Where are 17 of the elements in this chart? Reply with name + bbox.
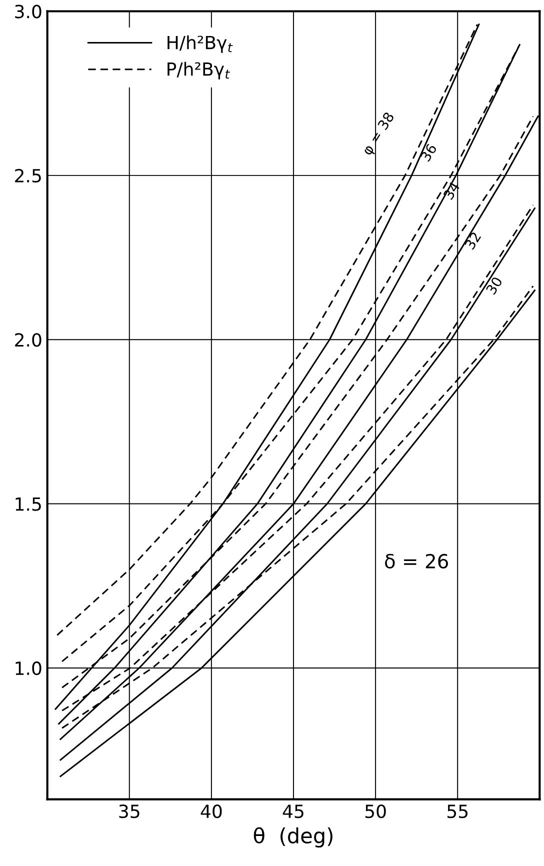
annotation: 32 [464, 232, 482, 250]
x-axis-title: θ (deg) [254, 827, 332, 848]
annotation: 36 [420, 143, 438, 162]
x-tick-label: 50 [365, 804, 386, 818]
y-tick-label: 1.0 [16, 661, 42, 676]
legend-label: P/h²Bγ$_{t}$ [168, 62, 230, 80]
y-tick-label: 2.0 [15, 333, 42, 347]
y-tick-label: 2.5 [15, 168, 41, 183]
y-tick-label: 1.5 [16, 497, 41, 511]
y-tick-label: 3.0 [15, 4, 42, 18]
legend-label: H/h²Bγ$_{t}$ [168, 35, 233, 53]
x-tick-label: 45 [282, 804, 304, 818]
x-tick-label: 55 [448, 804, 468, 818]
x-tick-label: 35 [119, 804, 140, 818]
annotation: δ = 26 [384, 554, 448, 569]
annotation: 30 [486, 276, 503, 295]
x-tick-label: 40 [200, 804, 222, 818]
